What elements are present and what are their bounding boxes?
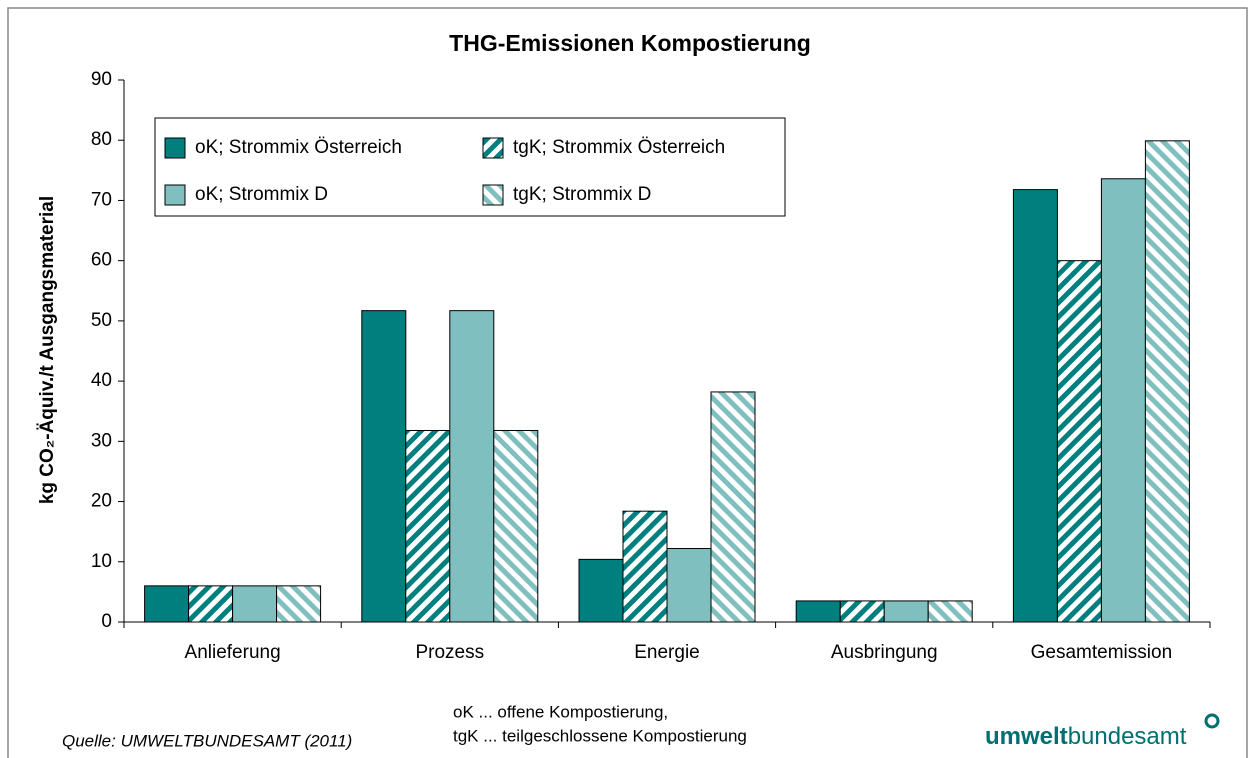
legend-swatch bbox=[482, 184, 504, 206]
bar bbox=[493, 429, 539, 623]
legend-swatch bbox=[164, 184, 186, 206]
logo-part: bundesamt bbox=[1068, 723, 1187, 750]
y-tick-label: 0 bbox=[101, 611, 112, 632]
bar bbox=[449, 310, 495, 623]
y-axis-label: kg CO₂-Äquiv./t Ausgangsmaterial bbox=[37, 196, 58, 504]
legend-label: tgK; Strommix D bbox=[513, 184, 651, 205]
legend-box bbox=[154, 117, 786, 217]
bar bbox=[232, 585, 278, 623]
legend-label: tgK; Strommix Österreich bbox=[513, 137, 725, 158]
y-tick-label: 60 bbox=[91, 250, 112, 271]
y-tick-label: 70 bbox=[91, 189, 112, 210]
bar bbox=[578, 558, 624, 623]
bar bbox=[927, 600, 973, 623]
bar bbox=[1012, 189, 1058, 623]
y-tick-label: 40 bbox=[91, 370, 112, 391]
y-tick-label: 20 bbox=[91, 491, 112, 512]
bar bbox=[883, 600, 929, 623]
source: Quelle: UMWELTBUNDESAMT (2011) bbox=[62, 731, 352, 750]
legend-swatch bbox=[164, 137, 186, 159]
x-tick-label: Gesamtemission bbox=[1031, 642, 1173, 663]
y-tick-label: 90 bbox=[91, 69, 112, 90]
logo-icon bbox=[1204, 713, 1220, 729]
bar bbox=[666, 548, 712, 623]
x-tick-label: Ausbringung bbox=[831, 642, 938, 663]
bar bbox=[1144, 140, 1190, 623]
y-tick-label: 10 bbox=[91, 551, 112, 572]
y-tick-label: 30 bbox=[91, 430, 112, 451]
bar bbox=[795, 600, 841, 623]
bar bbox=[276, 585, 322, 623]
bar bbox=[1056, 260, 1102, 623]
legend-label: oK; Strommix Österreich bbox=[195, 137, 402, 158]
y-tick-label: 80 bbox=[91, 129, 112, 150]
chart-title: THG-Emissionen Kompostierung bbox=[449, 30, 811, 56]
bar bbox=[188, 585, 234, 623]
note: tgK ... teilgeschlossene Kompostierung bbox=[453, 726, 747, 745]
bar bbox=[405, 429, 451, 623]
bar bbox=[839, 600, 885, 623]
y-tick-label: 50 bbox=[91, 310, 112, 331]
bar bbox=[1100, 178, 1146, 623]
logo: umweltbundesamt bbox=[985, 723, 1187, 750]
note: oK ... offene Kompostierung, bbox=[453, 702, 668, 721]
bar bbox=[361, 310, 407, 623]
legend-swatch bbox=[482, 137, 504, 159]
bar bbox=[622, 510, 668, 623]
bar bbox=[144, 585, 190, 623]
logo-part: umwelt bbox=[985, 723, 1068, 750]
x-tick-label: Energie bbox=[634, 642, 700, 663]
x-tick-label: Anlieferung bbox=[185, 642, 281, 663]
legend-label: oK; Strommix D bbox=[195, 184, 328, 205]
x-tick-label: Prozess bbox=[415, 642, 484, 663]
bar bbox=[710, 391, 756, 623]
